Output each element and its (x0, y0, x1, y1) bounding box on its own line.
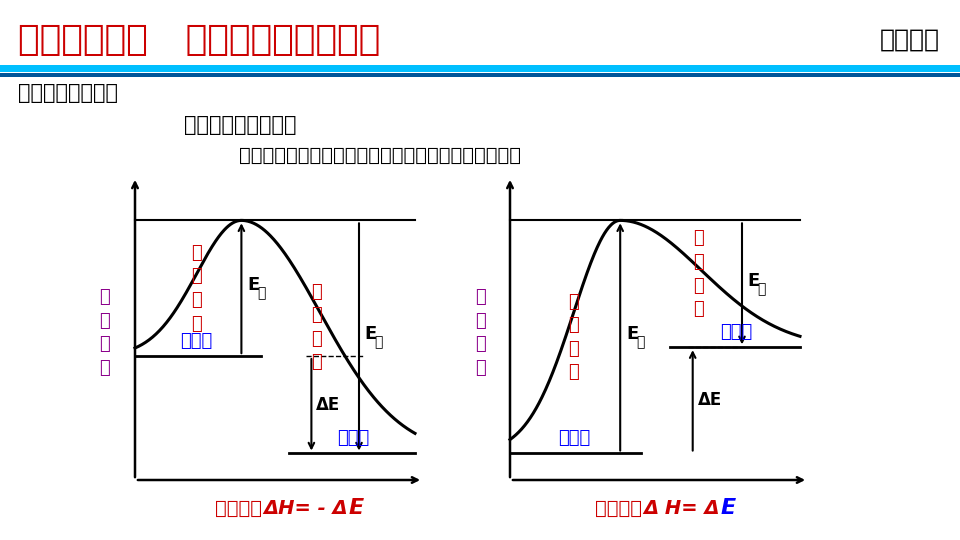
Text: 反应物: 反应物 (180, 332, 213, 350)
Text: E: E (364, 325, 376, 343)
Text: 放: 放 (374, 335, 382, 349)
Text: ΔE: ΔE (317, 396, 341, 414)
Text: 成
键
放
热: 成 键 放 热 (312, 282, 323, 372)
Text: 旧键断裂，新键形成: 旧键断裂，新键形成 (183, 115, 297, 135)
Text: 能
量
阶
梯: 能 量 阶 梯 (100, 288, 110, 377)
Bar (0, 65, 960, 72)
Text: 放热反应: 放热反应 (215, 498, 262, 517)
Text: 反应物: 反应物 (558, 429, 590, 448)
Text: E: E (747, 272, 759, 290)
Text: E: E (248, 276, 259, 294)
Text: 断
键
吸
热: 断 键 吸 热 (568, 293, 579, 381)
Text: E: E (721, 498, 735, 518)
Text: 吸: 吸 (636, 335, 644, 349)
Text: 热化学方程式   燃料燃烧释放的热量: 热化学方程式 燃料燃烧释放的热量 (18, 23, 380, 57)
Text: ΔH= - Δ: ΔH= - Δ (263, 498, 348, 517)
Text: 放: 放 (757, 282, 765, 296)
Text: 化学反应的本质：: 化学反应的本质： (18, 83, 118, 103)
Text: 成
键
放
热: 成 键 放 热 (693, 230, 704, 318)
Text: E: E (626, 325, 638, 343)
Text: 吸: 吸 (257, 286, 266, 300)
Text: 断
键
吸
热: 断 键 吸 热 (191, 244, 202, 333)
Text: 生成物: 生成物 (337, 429, 370, 448)
Text: 吸热反应: 吸热反应 (595, 498, 642, 517)
Text: 能
量
阶
梯: 能 量 阶 梯 (474, 288, 486, 377)
Text: 生成物: 生成物 (720, 323, 753, 341)
Text: E: E (348, 498, 364, 518)
Text: Δ H= Δ: Δ H= Δ (643, 498, 719, 517)
Text: ΔE: ΔE (698, 392, 722, 409)
Bar (0, 73, 960, 77)
Text: 化学键的断裂和形成是化学反应中能量变化的主要原因: 化学键的断裂和形成是化学反应中能量变化的主要原因 (239, 145, 521, 165)
Text: 温故知新: 温故知新 (880, 28, 940, 52)
